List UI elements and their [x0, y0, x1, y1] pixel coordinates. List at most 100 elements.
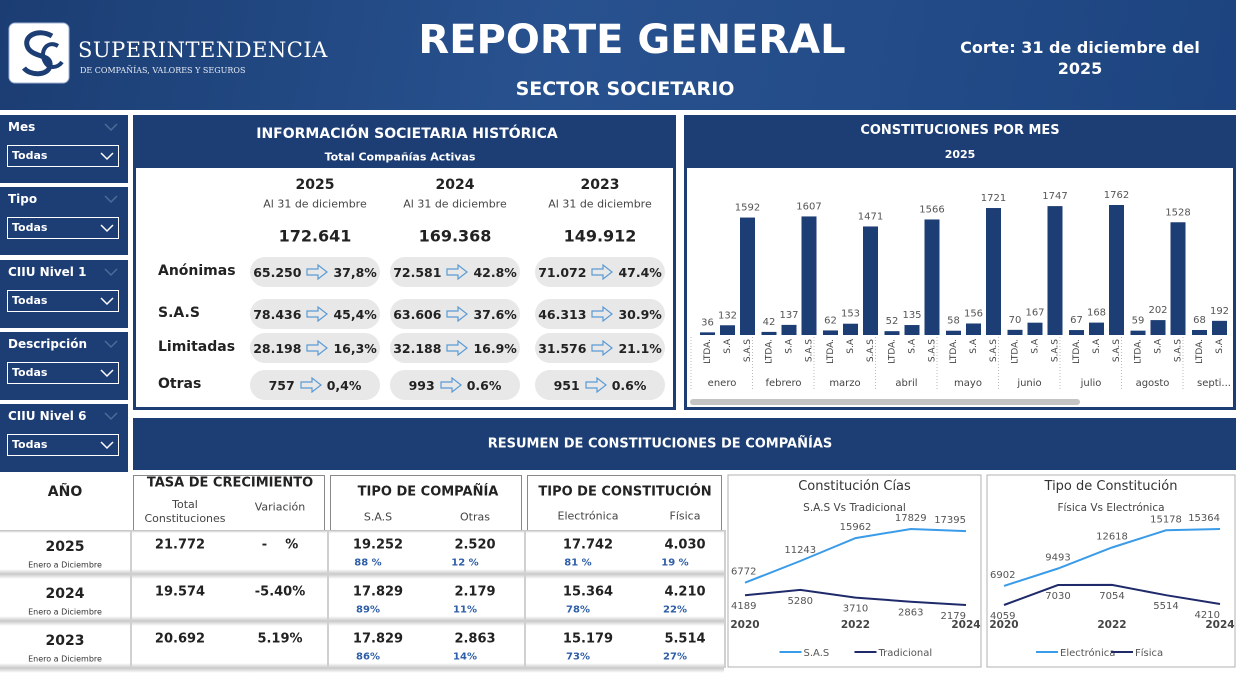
row-value: 15.179 [563, 632, 613, 647]
data-label: 15962 [840, 522, 872, 533]
scrollbar [690, 399, 1080, 405]
plot: eneroLTDA.36S.A132S.A.S1592febreroLTDA.4… [691, 190, 1236, 390]
row-value: 17.829 [353, 632, 403, 647]
x-sub-label: S.A.S [1174, 339, 1184, 362]
data-label: 17829 [895, 513, 927, 524]
filter-value: Todas [12, 221, 47, 234]
value-pill: 28.19816,3% [250, 333, 380, 363]
cell-value: 46.313 [538, 307, 586, 322]
row-percent: 81 % [564, 558, 591, 569]
cell-percent: 21.1% [618, 341, 661, 356]
bar [1151, 320, 1166, 335]
cell-value: 63.606 [393, 307, 441, 322]
x-sub-label: S.A.S [866, 339, 876, 362]
arrow-shape [447, 341, 467, 355]
x-sub-label: S.A.S [928, 339, 938, 362]
row-value: 19.574 [155, 585, 205, 600]
report-title: REPORTE GENERAL [418, 17, 845, 63]
x-sub-label: S.A.S [1112, 339, 1122, 362]
arrow-icon [446, 264, 468, 280]
x-sub-label: LTDA. [765, 339, 775, 364]
arrow-icon [300, 377, 322, 393]
row-year: 2023 [46, 633, 85, 649]
arrow-icon [306, 306, 328, 322]
data-label: 11243 [784, 545, 816, 556]
x-tick-label: 2020 [730, 619, 759, 631]
data-label: 168 [1087, 308, 1106, 319]
cell-percent: 47.4% [618, 265, 661, 280]
bar [740, 218, 755, 335]
col-header: TIPO DE CONSTITUCIÓN [538, 485, 711, 500]
cell-value: 65.250 [253, 265, 301, 280]
col-subheader: S.A.S [364, 511, 392, 524]
year-heading: 2023 [581, 177, 620, 193]
year-note: Al 31 de diciembre [403, 198, 506, 211]
cell-percent: 0.6% [612, 378, 647, 393]
x-sub-label: S.A [908, 338, 918, 354]
row-value: 2.520 [454, 538, 495, 553]
arrow-shape [592, 341, 612, 355]
chevron [100, 441, 114, 450]
x-category-label: febrero [765, 378, 801, 389]
bar [762, 332, 777, 335]
value-pill: 9930.6% [390, 370, 520, 400]
filter-label: Mes [8, 120, 35, 134]
legend-label: S.A.S [804, 648, 830, 659]
arrow-icon [591, 340, 613, 356]
row-percent: 73% [566, 652, 590, 663]
chart-subtitle: Física Vs Electrónica [1057, 502, 1164, 514]
column-rule [724, 530, 726, 668]
dashboard: SUPERINTENDENCIA DE COMPAÑÍAS, VALORES Y… [0, 0, 1236, 668]
value-pill: 63.60637.6% [390, 299, 520, 329]
section-header [330, 475, 522, 530]
chevron [100, 369, 114, 378]
row-value: 4.030 [664, 538, 705, 553]
arrow-icon [446, 306, 468, 322]
x-sub-label: LTDA. [826, 339, 836, 364]
data-label: 135 [902, 310, 921, 321]
bar [966, 323, 981, 335]
bar [700, 332, 715, 335]
row-value: 4.210 [664, 585, 705, 600]
chevron-shape [101, 153, 113, 159]
legend-label: Física [1135, 647, 1163, 659]
x-category-label: junio [1016, 378, 1041, 389]
chevron-shape [101, 370, 113, 376]
chevron [100, 224, 114, 233]
filter-label: CIIU Nivel 6 [8, 409, 86, 423]
cell-value: 757 [269, 378, 295, 393]
arrow-shape [301, 378, 321, 392]
arrow-icon [591, 306, 613, 322]
chevron-shape [105, 196, 117, 202]
arrow-shape [307, 307, 327, 321]
arrow-shape [441, 378, 461, 392]
bar [1109, 205, 1124, 335]
logo-subtitle: DE COMPAÑÍAS, VALORES Y SEGUROS [80, 66, 245, 75]
bar [1171, 222, 1186, 335]
row-label: Limitadas [158, 339, 235, 355]
report-subtitle: SECTOR SOCIETARIO [516, 78, 735, 100]
col-header: TIPO DE COMPAÑÍA [358, 485, 499, 500]
x-sub-label: LTDA. [1072, 339, 1082, 364]
value-pill: 7570,4% [250, 370, 380, 400]
data-label: 58 [947, 316, 960, 327]
data-label: 15178 [1150, 514, 1182, 525]
col-subheader: Electrónica [558, 510, 619, 523]
arrow-shape [307, 341, 327, 355]
data-label: 36 [701, 317, 714, 328]
row-period: Enero a Diciembre [28, 655, 102, 664]
data-label: 1592 [735, 203, 760, 214]
chevron-shape [101, 442, 113, 448]
cell-value: 71.072 [538, 265, 586, 280]
row-percent: 14% [453, 652, 477, 663]
data-label: 1721 [981, 193, 1006, 204]
row-shade [0, 663, 724, 673]
bar [905, 325, 920, 335]
data-label: 5280 [788, 596, 813, 607]
x-sub-label: S.A.S [805, 339, 815, 362]
x-sub-label: S.A [1154, 338, 1164, 354]
row-value: 2.179 [454, 585, 495, 600]
